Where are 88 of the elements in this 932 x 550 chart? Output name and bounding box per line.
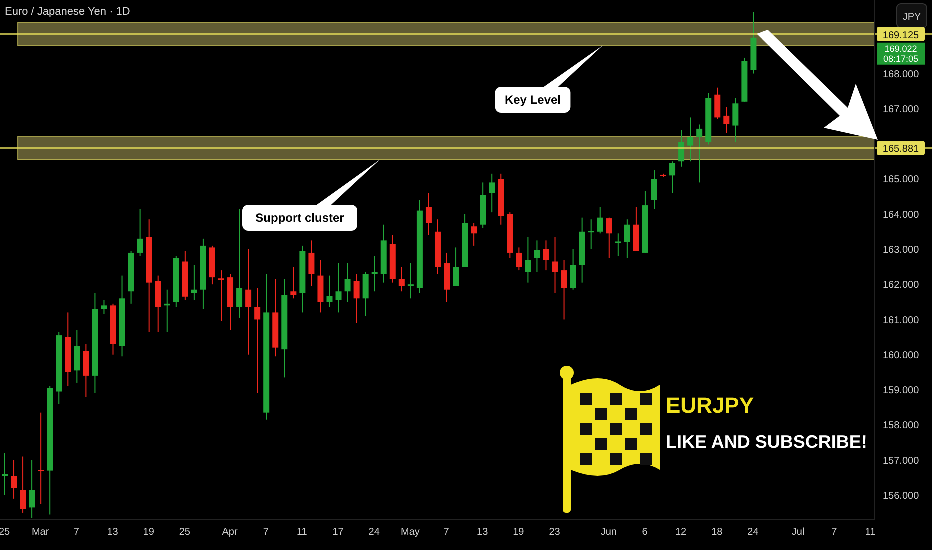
candlestick	[254, 288, 261, 394]
candlestick	[354, 274, 360, 324]
x-tick-label: 24	[748, 527, 760, 538]
x-tick-label: 19	[513, 527, 525, 538]
candlestick	[471, 222, 478, 246]
y-tick-label: 167.000	[883, 104, 920, 116]
x-tick-label: 6	[642, 527, 648, 538]
y-tick-label: 159.000	[883, 386, 920, 397]
candlestick	[20, 456, 26, 514]
candlestick	[570, 248, 576, 290]
y-tick-label: 162.000	[883, 280, 920, 292]
candlestick	[651, 170, 658, 210]
text: 08:17:05	[883, 54, 919, 64]
x-tick-label: Jun	[600, 527, 617, 538]
y-tick-label: 168.000	[883, 69, 920, 80]
x-tick-label: May	[400, 527, 420, 538]
candlestick	[606, 217, 612, 259]
candlestick	[290, 266, 297, 300]
candlestick	[714, 87, 721, 120]
y-tick-label: 158.000	[883, 420, 920, 432]
candlestick	[624, 219, 630, 259]
annotation: Support cluster	[256, 211, 345, 225]
candlestick	[246, 248, 252, 356]
ref-line-label: 165.881	[882, 144, 920, 156]
y-tick-label: 161.000	[883, 315, 920, 326]
candlestick	[732, 98, 739, 143]
candlestick	[696, 124, 703, 184]
x-tick-label: 13	[477, 527, 489, 538]
y-tick-label: 164.000	[883, 210, 920, 221]
candlestick	[516, 247, 522, 272]
candlestick	[38, 412, 44, 505]
candlestick	[344, 263, 351, 303]
annotation: EURJPY	[666, 393, 754, 418]
candlestick	[525, 236, 532, 284]
y-tick-label: 165.000	[883, 174, 920, 186]
x-tick-label: 7	[74, 527, 80, 538]
x-tick-label: 7	[832, 527, 838, 538]
x-tick-label: 17	[332, 527, 344, 538]
candlestick	[543, 240, 550, 272]
candlestick	[308, 240, 315, 287]
text: 169.022	[884, 44, 918, 54]
candlestick	[426, 192, 432, 236]
candlestick	[29, 460, 36, 519]
x-tick-label: 7	[444, 527, 450, 538]
x-tick-label: 11	[296, 527, 308, 538]
candlestick	[724, 106, 730, 134]
x-tick-label: 18	[712, 527, 724, 538]
y-tick-label: 156.000	[883, 490, 920, 502]
candlestick	[336, 263, 342, 314]
y-tick-label: 157.000	[883, 456, 920, 467]
candlestick	[678, 130, 685, 168]
candlestick	[561, 260, 568, 320]
x-tick-label: 19	[143, 527, 155, 538]
x-tick-label: 11	[865, 527, 876, 538]
candlestick	[615, 233, 622, 257]
x-tick-label: 23	[549, 527, 561, 538]
candlestick	[670, 161, 676, 194]
y-tick-label: 160.000	[883, 350, 920, 362]
x-tick-label: 13	[107, 527, 119, 538]
y-axis-title: JPY	[902, 12, 922, 23]
ref-line-label: 169.125	[882, 30, 920, 42]
candlestick	[326, 275, 333, 308]
x-tick-label: 12	[675, 527, 688, 538]
candlestick	[191, 264, 198, 301]
candlestick	[398, 266, 405, 292]
annotation: Key Level	[504, 93, 562, 107]
candlestick	[453, 247, 460, 287]
candlestick	[137, 208, 144, 257]
candlestick	[408, 263, 414, 300]
text: Euro / Japanese Yen · 1D	[5, 6, 130, 18]
candlestick	[101, 300, 108, 315]
x-tick-label: 7	[263, 527, 270, 538]
x-tick-label: Jul	[792, 527, 805, 538]
candlestick	[236, 208, 243, 318]
x-tick-label: 25	[179, 527, 191, 538]
x-tick-label: Apr	[222, 527, 238, 538]
candlestick	[597, 206, 604, 234]
y-tick-label: 163.000	[883, 245, 920, 256]
annotation: LIKE AND SUBSCRIBE!	[666, 432, 868, 452]
candlestick	[688, 117, 694, 162]
candlestick	[534, 240, 540, 273]
candlestick	[489, 173, 496, 214]
candlestick	[11, 460, 18, 500]
candlestick	[218, 270, 224, 322]
x-tick-label: Mar	[32, 527, 50, 538]
x-tick-label: 24	[368, 527, 380, 538]
candlestick	[552, 236, 558, 294]
candlestick	[588, 219, 594, 250]
